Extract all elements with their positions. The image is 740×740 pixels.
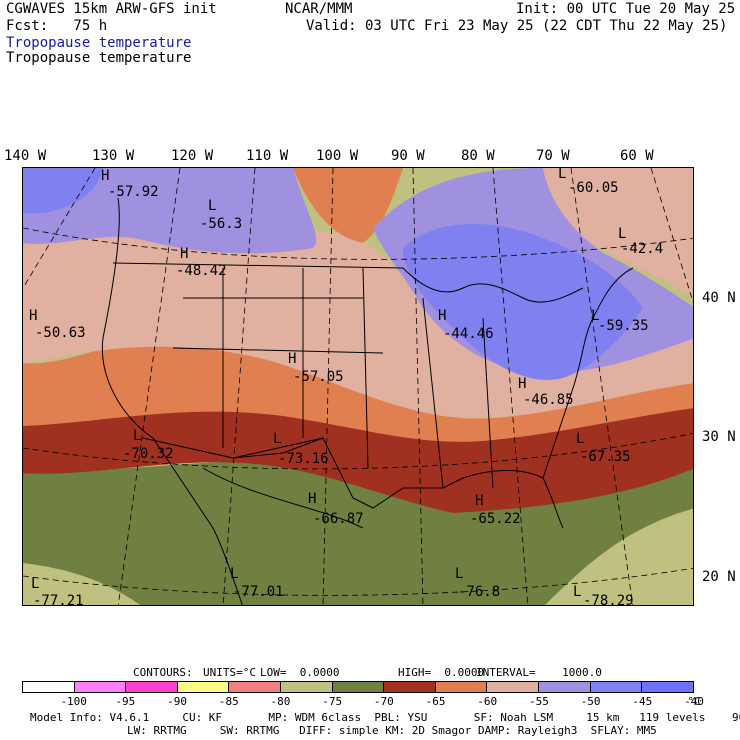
map-label-value: -56.3 xyxy=(200,216,242,232)
map-label-type: L xyxy=(558,168,566,182)
map-label-type: L xyxy=(230,566,238,582)
colorbar-tick-label: -75 xyxy=(322,695,342,708)
colorbar-tick-label: -60 xyxy=(477,695,497,708)
colorbar-tick-label: -55 xyxy=(529,695,549,708)
map-label-value: -66.87 xyxy=(313,511,364,527)
lon-label: 80 W xyxy=(461,148,495,164)
lon-label: 130 W xyxy=(92,148,134,164)
lon-label: 100 W xyxy=(316,148,358,164)
map-label-type: L xyxy=(31,576,39,592)
map-canvas: H -57.92 L -56.3 L -60.05 H -48.42 H -50… xyxy=(23,168,694,606)
map-label-value: -76.8 xyxy=(458,584,500,600)
map-label-type: L xyxy=(618,226,626,242)
map-label-type: H xyxy=(475,493,483,509)
institution-label: NCAR/MMM xyxy=(285,2,352,17)
lon-label: 70 W xyxy=(536,148,570,164)
colorbar-tick-label: -45 xyxy=(632,695,652,708)
map-label-value: -57.92 xyxy=(108,184,159,200)
map-label-value: -44.46 xyxy=(443,326,494,342)
map-label-value: -67.35 xyxy=(580,449,631,465)
colorbar-swatch xyxy=(591,682,643,692)
colorbar-tick-label: °C xyxy=(687,695,700,708)
colorbar-tick-label: -80 xyxy=(271,695,291,708)
colorbar-swatch xyxy=(436,682,488,692)
contours-label: CONTOURS: xyxy=(133,667,193,679)
colorbar-swatch xyxy=(178,682,230,692)
lon-label: 90 W xyxy=(391,148,425,164)
map-label-type: L xyxy=(576,431,584,447)
high-label: HIGH= 0.0000 xyxy=(398,667,484,679)
colorbar-swatch xyxy=(642,682,693,692)
colorbar-tick-label: -50 xyxy=(581,695,601,708)
map-label-type: H xyxy=(438,308,446,324)
colorbar-tick-label: -70 xyxy=(374,695,394,708)
colorbar-tick-label: -95 xyxy=(115,695,135,708)
map-label-type: H xyxy=(29,308,37,324)
colorbar-swatch xyxy=(229,682,281,692)
map-label-type: L xyxy=(273,431,281,447)
map-label-value: -77.01 xyxy=(233,584,284,600)
model-info-line1: Model Info: V4.6.1 CU: KF MP: WDM 6class… xyxy=(30,712,740,724)
map-label-value: -50.63 xyxy=(35,325,86,341)
forecast-hour: Fcst: 75 h xyxy=(6,19,107,34)
map-label-value: -59.35 xyxy=(598,318,649,334)
units-label: UNITS=°C xyxy=(203,667,256,679)
lat-label: 20 N xyxy=(702,569,736,585)
map-label-type: H xyxy=(101,168,109,184)
colorbar-swatch xyxy=(539,682,591,692)
colorbar-swatch xyxy=(384,682,436,692)
map-label-type: L xyxy=(208,198,216,214)
map-label-value: -57.05 xyxy=(293,369,344,385)
colorbar-swatch xyxy=(126,682,178,692)
colorbar-tick-label: -100 xyxy=(60,695,87,708)
map-label-type: L xyxy=(455,566,463,582)
map-label-type: H xyxy=(288,351,296,367)
colorbar-swatch xyxy=(333,682,385,692)
map-label-value: -77.21 xyxy=(33,593,84,606)
interval-label: INTERVAL= 1000.0 xyxy=(476,667,602,679)
map-label-value: -46.85 xyxy=(523,392,574,408)
valid-time: Valid: 03 UTC Fri 23 May 25 (22 CDT Thu … xyxy=(306,19,727,34)
map-label-type: L xyxy=(133,428,141,444)
map-label-type: H xyxy=(308,491,316,507)
colorbar-tick-label: -85 xyxy=(219,695,239,708)
tropopause-temperature-map: H -57.92 L -56.3 L -60.05 H -48.42 H -50… xyxy=(22,167,694,606)
colorbar-swatch xyxy=(23,682,75,692)
map-label-type: H xyxy=(180,246,188,262)
lon-label: 120 W xyxy=(171,148,213,164)
colorbar-swatch xyxy=(487,682,539,692)
field-title-blue: Tropopause temperature xyxy=(6,36,191,51)
map-label-value: -65.22 xyxy=(470,511,521,527)
init-time: Init: 00 UTC Tue 20 May 25 xyxy=(516,2,735,17)
map-label-value: -78.29 xyxy=(583,593,634,606)
map-label-value: -70.32 xyxy=(123,446,174,462)
model-info-line2: LW: RRTMG SW: RRTMG DIFF: simple KM: 2D … xyxy=(127,725,657,737)
map-label-value: -73.16 xyxy=(278,451,329,467)
colorbar-tick-label: -90 xyxy=(167,695,187,708)
map-label-value: -60.05 xyxy=(568,180,619,196)
field-title-black: Tropopause temperature xyxy=(6,51,191,66)
low-label: LOW= 0.0000 xyxy=(260,667,339,679)
lon-label: 110 W xyxy=(246,148,288,164)
lat-label: 30 N xyxy=(702,429,736,445)
lon-label: 140 W xyxy=(4,148,46,164)
model-title: CGWAVES 15km ARW-GFS init xyxy=(6,2,217,17)
colorbar-swatch xyxy=(281,682,333,692)
colorbar-swatch xyxy=(75,682,127,692)
colorbar-tick-label: -65 xyxy=(426,695,446,708)
map-label-type: L xyxy=(573,584,581,600)
colorbar xyxy=(22,681,694,693)
lat-label: 40 N xyxy=(702,290,736,306)
map-label-type: H xyxy=(518,376,526,392)
lon-label: 60 W xyxy=(620,148,654,164)
map-label-value: -48.42 xyxy=(176,263,227,279)
map-label-value: -42.4 xyxy=(621,241,663,257)
